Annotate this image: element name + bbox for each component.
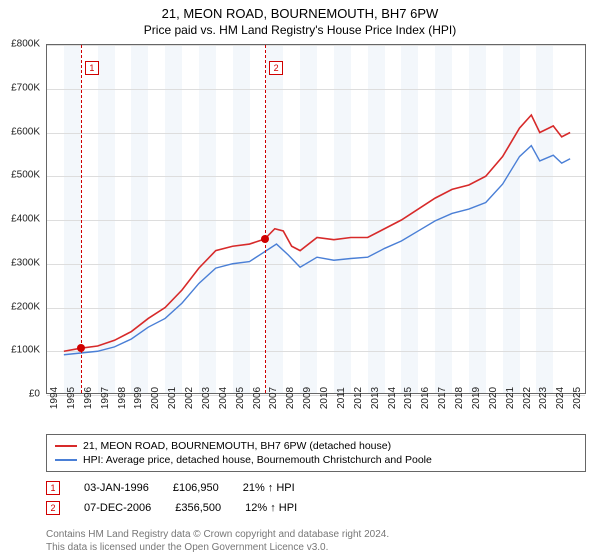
chart-area: 12 £0£100K£200K£300K£400K£500K£600K£700K… — [46, 44, 586, 394]
legend-swatch — [55, 445, 77, 447]
transaction-delta: 21% ↑ HPI — [243, 482, 295, 494]
x-tick-label: 2000 — [150, 387, 161, 409]
transaction-marker-icon: 2 — [269, 61, 283, 75]
x-tick-label: 2005 — [235, 387, 246, 409]
table-row: 2 07-DEC-2006 £356,500 12% ↑ HPI — [46, 498, 297, 518]
plot-area: 12 — [46, 44, 586, 394]
legend-swatch — [55, 459, 77, 461]
x-tick-label: 2015 — [403, 387, 414, 409]
x-tick-label: 2012 — [353, 387, 364, 409]
x-tick-label: 2008 — [285, 387, 296, 409]
x-tick-label: 2002 — [184, 387, 195, 409]
x-tick-label: 2011 — [336, 387, 347, 409]
x-tick-label: 2001 — [167, 387, 178, 409]
attribution: Contains HM Land Registry data © Crown c… — [46, 529, 389, 554]
y-tick-label: £400K — [0, 214, 40, 225]
legend-label: 21, MEON ROAD, BOURNEMOUTH, BH7 6PW (det… — [83, 440, 391, 452]
x-tick-label: 2004 — [218, 387, 229, 409]
y-tick-label: £200K — [0, 301, 40, 312]
transaction-marker-icon: 2 — [46, 501, 60, 515]
x-tick-label: 1997 — [100, 387, 111, 409]
x-tick-label: 2016 — [420, 387, 431, 409]
y-tick-label: £100K — [0, 345, 40, 356]
x-tick-label: 2013 — [370, 387, 381, 409]
y-tick-label: £800K — [0, 39, 40, 50]
x-tick-label: 2024 — [555, 387, 566, 409]
y-tick-label: £0 — [0, 389, 40, 400]
x-tick-label: 2025 — [572, 387, 583, 409]
transaction-delta: 12% ↑ HPI — [245, 502, 297, 514]
x-tick-label: 2006 — [252, 387, 263, 409]
x-tick-label: 2007 — [268, 387, 279, 409]
legend-item: 21, MEON ROAD, BOURNEMOUTH, BH7 6PW (det… — [55, 439, 577, 453]
line-series-svg — [47, 45, 587, 395]
table-row: 1 03-JAN-1996 £106,950 21% ↑ HPI — [46, 478, 297, 498]
x-tick-label: 2020 — [488, 387, 499, 409]
legend-label: HPI: Average price, detached house, Bour… — [83, 454, 432, 466]
transactions-table: 1 03-JAN-1996 £106,950 21% ↑ HPI 2 07-DE… — [46, 478, 297, 518]
x-tick-label: 2009 — [302, 387, 313, 409]
y-tick-label: £300K — [0, 257, 40, 268]
attribution-line: This data is licensed under the Open Gov… — [46, 542, 389, 555]
x-tick-label: 2018 — [454, 387, 465, 409]
x-tick-label: 2014 — [387, 387, 398, 409]
chart-subtitle: Price paid vs. HM Land Registry's House … — [0, 21, 600, 41]
y-tick-label: £600K — [0, 126, 40, 137]
legend: 21, MEON ROAD, BOURNEMOUTH, BH7 6PW (det… — [46, 434, 586, 472]
attribution-line: Contains HM Land Registry data © Crown c… — [46, 529, 389, 542]
x-tick-label: 1995 — [66, 387, 77, 409]
legend-item: HPI: Average price, detached house, Bour… — [55, 453, 577, 467]
x-tick-label: 1998 — [117, 387, 128, 409]
x-tick-label: 1999 — [133, 387, 144, 409]
x-tick-label: 2022 — [522, 387, 533, 409]
transaction-date: 07-DEC-2006 — [84, 502, 151, 514]
x-tick-label: 2019 — [471, 387, 482, 409]
transaction-marker-icon: 1 — [46, 481, 60, 495]
transaction-price: £356,500 — [175, 502, 221, 514]
y-tick-label: £500K — [0, 170, 40, 181]
x-tick-label: 1994 — [49, 387, 60, 409]
x-tick-label: 2023 — [538, 387, 549, 409]
transaction-dot-icon — [77, 344, 85, 352]
x-tick-label: 2010 — [319, 387, 330, 409]
transaction-price: £106,950 — [173, 482, 219, 494]
chart-title: 21, MEON ROAD, BOURNEMOUTH, BH7 6PW — [0, 0, 600, 21]
transaction-marker-icon: 1 — [85, 61, 99, 75]
chart-container: 21, MEON ROAD, BOURNEMOUTH, BH7 6PW Pric… — [0, 0, 600, 560]
x-tick-label: 2003 — [201, 387, 212, 409]
x-tick-label: 1996 — [83, 387, 94, 409]
transaction-date: 03-JAN-1996 — [84, 482, 149, 494]
transaction-dot-icon — [261, 235, 269, 243]
x-tick-label: 2017 — [437, 387, 448, 409]
y-tick-label: £700K — [0, 82, 40, 93]
x-tick-label: 2021 — [505, 387, 516, 409]
